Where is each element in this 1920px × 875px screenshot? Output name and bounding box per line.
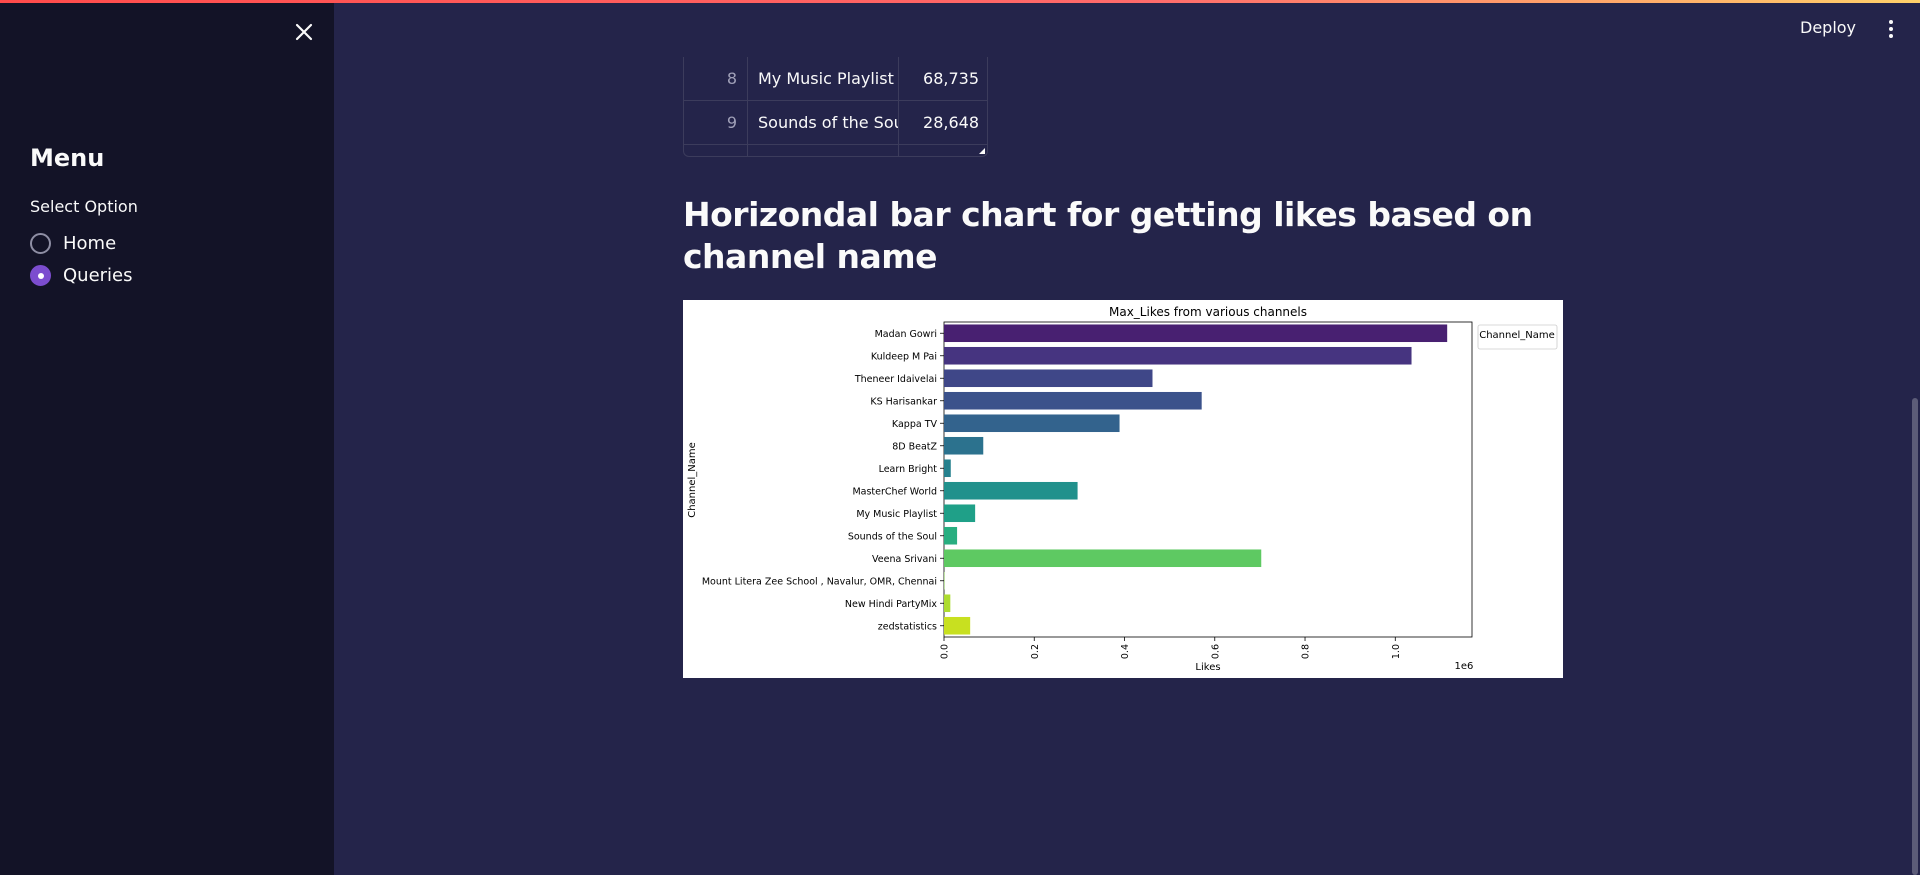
likes-cell: 28,648 — [923, 113, 979, 132]
bar — [944, 414, 1120, 433]
radio-queries-icon[interactable] — [30, 265, 51, 286]
close-sidebar-button[interactable] — [292, 20, 316, 44]
x-tick-label: 0.8 — [1301, 644, 1312, 659]
radio-option-home[interactable]: Home — [30, 233, 116, 254]
y-tick-label: Kuldeep M Pai — [871, 351, 937, 362]
y-tick-label: Mount Litera Zee School , Navalur, OMR, … — [702, 576, 937, 587]
deploy-button[interactable]: Deploy — [1800, 18, 1857, 37]
row-index — [684, 145, 748, 156]
table-row[interactable]: 8 My Music Playlist 68,735 — [684, 57, 987, 101]
bar — [944, 481, 1078, 500]
chart-svg: Max_Likes from various channels Channel_… — [687, 305, 1558, 673]
bar — [944, 391, 1202, 410]
x-tick-label: 0.4 — [1120, 644, 1131, 659]
page-scrollbar[interactable] — [1912, 398, 1918, 875]
sidebar-title: Menu — [30, 144, 105, 172]
row-index: 8 — [684, 57, 748, 101]
bar — [944, 594, 951, 613]
radio-home-label: Home — [63, 233, 117, 254]
radio-home-icon[interactable] — [30, 233, 51, 254]
channel-name-cell — [748, 145, 899, 156]
y-tick-label: Veena Srivani — [872, 554, 937, 565]
legend: Channel_Name — [1477, 324, 1558, 350]
x-tick-label: 1.0 — [1391, 644, 1402, 659]
legend-title: Channel_Name — [1479, 330, 1555, 341]
channel-name-cell: Sounds of the Soul — [748, 101, 899, 145]
y-tick-label: 8D BeatZ — [892, 441, 937, 452]
likes-cell: 68,735 — [923, 69, 979, 88]
table-resize-handle[interactable] — [979, 148, 985, 154]
bar — [944, 504, 976, 523]
x-axis-scale-note: 1e6 — [1455, 661, 1474, 672]
kebab-dot-icon — [1889, 34, 1893, 38]
sidebar: Menu Select Option Home Queries — [0, 0, 334, 875]
y-tick-label: zedstatistics — [878, 621, 937, 632]
x-tick-label: 0.2 — [1030, 644, 1041, 659]
y-tick-label: MasterChef World — [852, 486, 937, 497]
y-tick-label: My Music Playlist — [856, 509, 937, 520]
bar — [944, 324, 1448, 343]
kebab-dot-icon — [1889, 20, 1893, 24]
y-tick-label: Sounds of the Soul — [848, 531, 937, 542]
bar — [944, 549, 1262, 568]
likes-cell — [899, 145, 987, 156]
x-axis-label: Likes — [1195, 662, 1220, 673]
bar — [944, 459, 951, 478]
close-icon — [295, 23, 313, 41]
select-option-label: Select Option — [30, 197, 138, 216]
section-heading: Horizondal bar chart for getting likes b… — [683, 195, 1533, 276]
table-row — [684, 145, 987, 156]
top-decoration-stripe — [0, 0, 1920, 3]
y-tick-label: Learn Bright — [879, 464, 938, 475]
chart-title: Max_Likes from various channels — [1109, 305, 1307, 319]
x-tick-label: 0.6 — [1210, 644, 1221, 659]
main-menu-button[interactable] — [1886, 18, 1896, 40]
x-tick-label: 0.0 — [940, 644, 951, 659]
radio-option-queries[interactable]: Queries — [30, 265, 133, 286]
legend-box — [1477, 324, 1558, 350]
bar — [944, 526, 958, 545]
likes-bar-chart: Max_Likes from various channels Channel_… — [683, 300, 1563, 678]
y-axis-label: Channel_Name — [687, 442, 698, 518]
row-index: 9 — [684, 101, 748, 145]
data-table: 8 My Music Playlist 68,735 9 Sounds of t… — [683, 57, 988, 157]
y-tick-label: Madan Gowri — [875, 329, 937, 340]
y-tick-label: Theneer Idaivelai — [854, 374, 937, 385]
y-tick-label: KS Harisankar — [870, 396, 937, 407]
table-row[interactable]: 9 Sounds of the Soul 28,648 — [684, 101, 987, 145]
bar — [944, 436, 984, 455]
channel-name-cell: My Music Playlist — [748, 57, 899, 101]
chart-plot-frame — [943, 321, 1473, 638]
y-tick-label: New Hindi PartyMix — [845, 599, 937, 610]
bar — [944, 369, 1153, 388]
bar — [944, 616, 971, 635]
kebab-dot-icon — [1889, 27, 1893, 31]
y-tick-label: Kappa TV — [892, 419, 938, 430]
radio-queries-label: Queries — [63, 265, 133, 286]
bar — [944, 346, 1412, 365]
